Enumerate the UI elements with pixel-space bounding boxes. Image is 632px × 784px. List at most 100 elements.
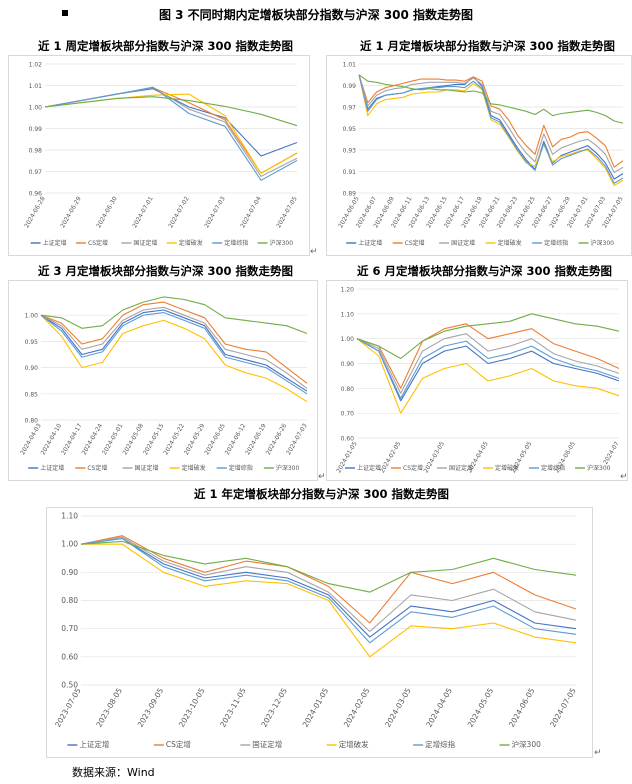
chart-1m: 0.89 0.91 0.93 0.95 0.97 0.99 1.01 2024-06-05 20… [326,55,632,256]
y-tick-label: 0.90 [25,365,39,372]
y-tick-label: 0.70 [341,411,355,418]
y-tick-label: 1.10 [61,512,78,521]
x-tick-label: 2024-07-04 [239,195,263,229]
y-tick-label: 0.50 [61,681,78,690]
x-tick-label: 2024-07-02 [167,195,191,229]
x-tick-label: 2023-07-05 [53,686,83,728]
x-tick-label: 2024-02-05 [342,686,372,728]
x-tick-label: 2024-07-01 [131,195,155,229]
legend-label: 国证定增 [451,239,475,247]
y-tick-label: 0.98 [29,148,43,155]
y-tick-label: 1.20 [341,287,355,294]
y-tick-label: 0.90 [61,568,78,577]
x-tick-label: 2024-06-19 [244,422,268,456]
legend-label: 沪深300 [587,464,611,472]
y-tick-label: 0.97 [29,169,43,176]
series-line [358,74,624,124]
legend-label: 上证定增 [358,239,382,247]
y-tick-label: 0.80 [341,386,355,393]
chart-1w-svg: 0.96 0.97 0.98 0.99 1.00 1.01 1.02 2024-06-28 20… [23,62,299,248]
x-tick-label: 2024-03-05 [383,686,413,728]
y-tick-label: 0.89 [343,191,357,198]
source-note: 数据来源：Wind [72,766,155,779]
series-line [356,338,620,402]
chart-title-3m: 近 3 月定增板块部分指数与沪深 300 指数走势图 [38,264,294,278]
x-tick-label: 2024-06-29 [59,195,83,229]
legend-label: 定增综指 [425,739,455,749]
y-tick-label: 1.00 [29,105,43,112]
x-tick-label: 2024-03-05 [423,440,447,474]
x-tick-label: 2024-05-22 [162,422,186,456]
y-tick-label: 0.91 [343,169,357,176]
y-tick-label: 1.01 [29,83,43,90]
series-line [81,543,577,658]
series-line [44,86,298,181]
x-tick-label: 2023-08-05 [94,686,124,728]
series-line [356,313,620,360]
x-tick-label: 2024-05-29 [183,422,207,456]
series-line [40,309,308,392]
chart-1w: 0.96 0.97 0.98 0.99 1.00 1.01 1.02 2024-06-28 20… [8,55,310,256]
x-tick-label: 2024-05-15 [142,422,166,456]
x-tick-label: 2023-12-05 [259,686,289,728]
para-mark: ↵ [310,247,318,257]
x-tick-label: 2024-07-05 [548,686,578,728]
legend-label: 上证定增 [357,464,381,472]
y-tick-label: 0.97 [343,105,357,112]
x-tick-label: 2023-11-05 [218,686,248,728]
legend-label: 国证定增 [252,739,282,749]
legend-label: 上证定增 [79,739,109,749]
x-tick-label: 2024-07-03 [203,195,227,229]
y-tick-label: 0.99 [343,83,357,90]
legend-label: 定增破发 [339,739,369,749]
legend-label: 国证定增 [134,464,158,472]
y-tick-label: 0.60 [341,436,355,443]
para-mark: ↵ [318,472,326,482]
para-mark: ↵ [594,748,602,758]
series-line [358,74,624,180]
x-tick-label: 2023-10-05 [177,686,207,728]
y-tick-label: 0.85 [25,391,39,398]
legend-label: 定增综指 [229,464,253,472]
y-tick-label: 0.95 [343,126,357,133]
legend-label: CS定增 [403,464,423,472]
legend-label: 定增综指 [544,239,568,247]
x-tick-label: 2024-04-17 [60,422,84,456]
chart-title-1w: 近 1 周定增板块部分指数与沪深 300 指数走势图 [38,39,294,53]
legend-label: 定增破发 [495,464,519,472]
x-tick-label: 2024-07-03 [285,422,309,456]
y-tick-label: 0.99 [29,126,43,133]
series-line [40,301,308,384]
series-line [356,333,620,394]
y-tick-label: 1.10 [341,311,355,318]
legend-label: 定增综指 [541,464,565,472]
series-line [356,323,620,389]
legend-label: CS定增 [405,239,425,247]
chart-1m-svg: 0.890.910.930.950.970.991.012024-06-0520… [337,62,625,248]
chart-1y-svg: 0.50 0.60 0.70 0.80 0.90 1.00 1.10 2023-07-05 20… [53,512,578,750]
y-tick-label: 0.70 [61,624,78,633]
chart-3m: 0.80 0.85 0.90 0.95 1.00 2024-04-03 2024-04-10… [8,280,318,481]
legend-label: CS定增 [166,739,191,749]
series-line [44,93,298,174]
x-tick-label: 2024-05-01 [101,422,125,456]
legend-label: 沪深300 [276,464,300,472]
x-tick-label: 2024-04-05 [424,686,454,728]
x-tick-label: 2024-06-05 [203,422,227,456]
x-tick-label: 2023-09-05 [136,686,166,728]
chart-title-1m: 近 1 月定增板块部分指数与沪深 300 指数走势图 [360,39,616,53]
x-tick-label: 2024-06-05 [507,686,537,728]
legend-label: 沪深300 [512,739,542,749]
x-tick-label: 2024-07 [602,440,621,465]
series-line [80,535,577,624]
chart-1y: 0.50 0.60 0.70 0.80 0.90 1.00 1.10 2023-07-05 20… [46,507,593,758]
x-tick-label: 2024-06-26 [265,422,289,456]
y-tick-label: 1.01 [343,62,357,69]
x-tick-label: 2024-06-30 [95,195,119,229]
figure-title: 图 3 不同时期内定增板块部分指数与沪深 300 指数走势图 [158,8,474,22]
y-tick-label: 0.95 [25,339,39,346]
series-line [356,338,620,399]
chart-title-6m: 近 6 月定增板块部分指数与沪深 300 指数走势图 [357,264,613,278]
legend-label: 国证定增 [449,464,473,472]
series-line [80,536,577,633]
